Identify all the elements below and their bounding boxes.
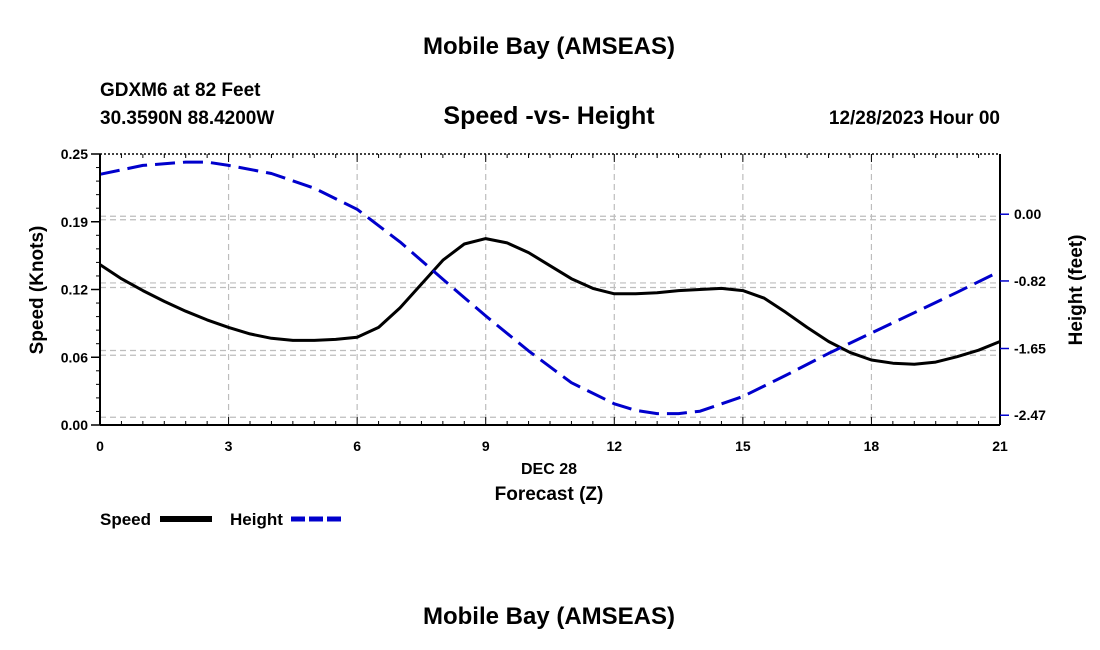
footer-title: Mobile Bay (AMSEAS) — [423, 603, 675, 630]
x-tick-label: 15 — [735, 438, 751, 454]
y2-tick-label: -1.65 — [1014, 341, 1046, 357]
legend-label-height: Height — [230, 510, 283, 529]
x-tick-label: 12 — [606, 438, 622, 454]
y2-axis-label: Height (feet) — [1066, 235, 1087, 346]
y-tick-label: 0.00 — [61, 417, 88, 433]
station-coordinates: 30.3590N 88.4200W — [100, 108, 274, 129]
legend-label-speed: Speed — [100, 510, 151, 529]
y-tick-label: 0.12 — [61, 282, 88, 298]
x-tick-label: 3 — [225, 438, 233, 454]
series-line-speed — [99, 237, 1001, 366]
x-tick-label: 0 — [96, 438, 104, 454]
y2-tick-label: -2.47 — [1014, 407, 1046, 423]
x-tick-label: 6 — [353, 438, 361, 454]
y2-tick-label: -0.82 — [1014, 273, 1046, 289]
station-label: GDXM6 at 82 Feet — [100, 80, 261, 101]
x-tick-label: 18 — [864, 438, 880, 454]
forecast-date: 12/28/2023 Hour 00 — [829, 108, 1000, 129]
chart-title: Speed -vs- Height — [443, 102, 655, 130]
tick-marks — [91, 153, 1009, 426]
y-axis-label: Speed (Knots) — [27, 226, 48, 355]
page-title: Mobile Bay (AMSEAS) — [423, 33, 675, 60]
series-layer — [99, 160, 1001, 416]
y2-tick-label: 0.00 — [1014, 206, 1041, 222]
y-tick-label: 0.25 — [61, 146, 88, 162]
x-tick-label: 9 — [482, 438, 490, 454]
y-tick-label: 0.19 — [61, 214, 88, 230]
legend: Speed Height — [100, 510, 343, 529]
plot-frame — [99, 153, 1001, 426]
x-tick-label: 21 — [992, 438, 1008, 454]
x-axis-label: Forecast (Z) — [495, 484, 604, 505]
grid — [100, 154, 1000, 425]
tick-labels: 0 3 6 9 12 15 18 21 0.00 0.06 0.12 0.19 0.25 0.00 -0.8… — [61, 146, 1046, 454]
y-tick-label: 0.06 — [61, 349, 88, 365]
x-axis-date: DEC 28 — [521, 461, 577, 478]
series-line-height — [99, 160, 1001, 416]
